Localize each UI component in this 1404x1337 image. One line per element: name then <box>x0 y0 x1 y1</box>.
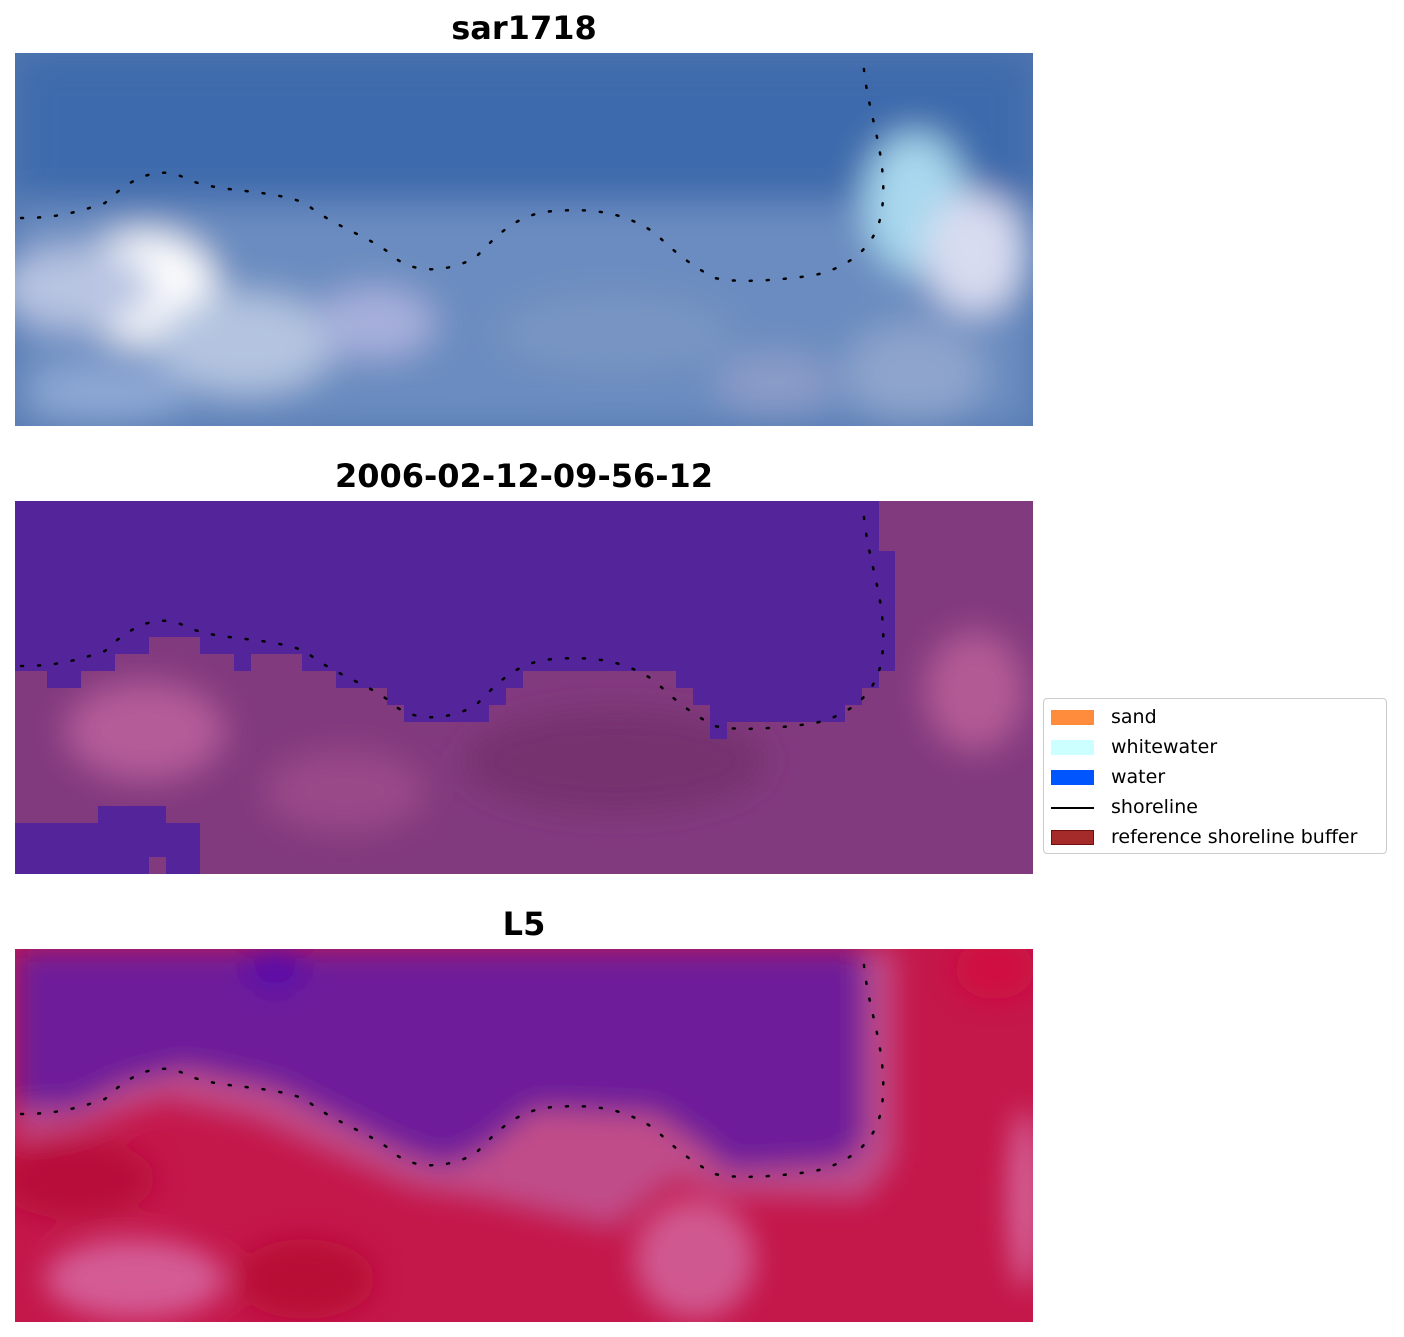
legend-label: sand <box>1111 706 1157 728</box>
legend-label: reference shoreline buffer <box>1111 826 1358 848</box>
water-swatch <box>1051 770 1094 785</box>
index-image <box>15 949 1033 1322</box>
shoreline-swatch <box>1051 807 1094 809</box>
panel-title-3: L5 <box>502 905 546 943</box>
buffer-swatch <box>1051 830 1094 845</box>
sand-swatch <box>1051 710 1094 725</box>
legend-label: whitewater <box>1111 736 1218 758</box>
whitewater-swatch <box>1051 740 1094 755</box>
water-class-region-small <box>15 806 200 874</box>
water-class-region <box>15 501 895 739</box>
legend-label: water <box>1111 766 1166 788</box>
panel-title-2: 2006-02-12-09-56-12 <box>334 457 714 495</box>
classified-image <box>15 501 1033 874</box>
satellite-rgb-image <box>15 53 1033 426</box>
legend-label: shoreline <box>1111 796 1198 818</box>
legend: sand whitewater water shoreline referenc… <box>1043 698 1387 854</box>
panel-title-1: sar1718 <box>451 9 597 47</box>
